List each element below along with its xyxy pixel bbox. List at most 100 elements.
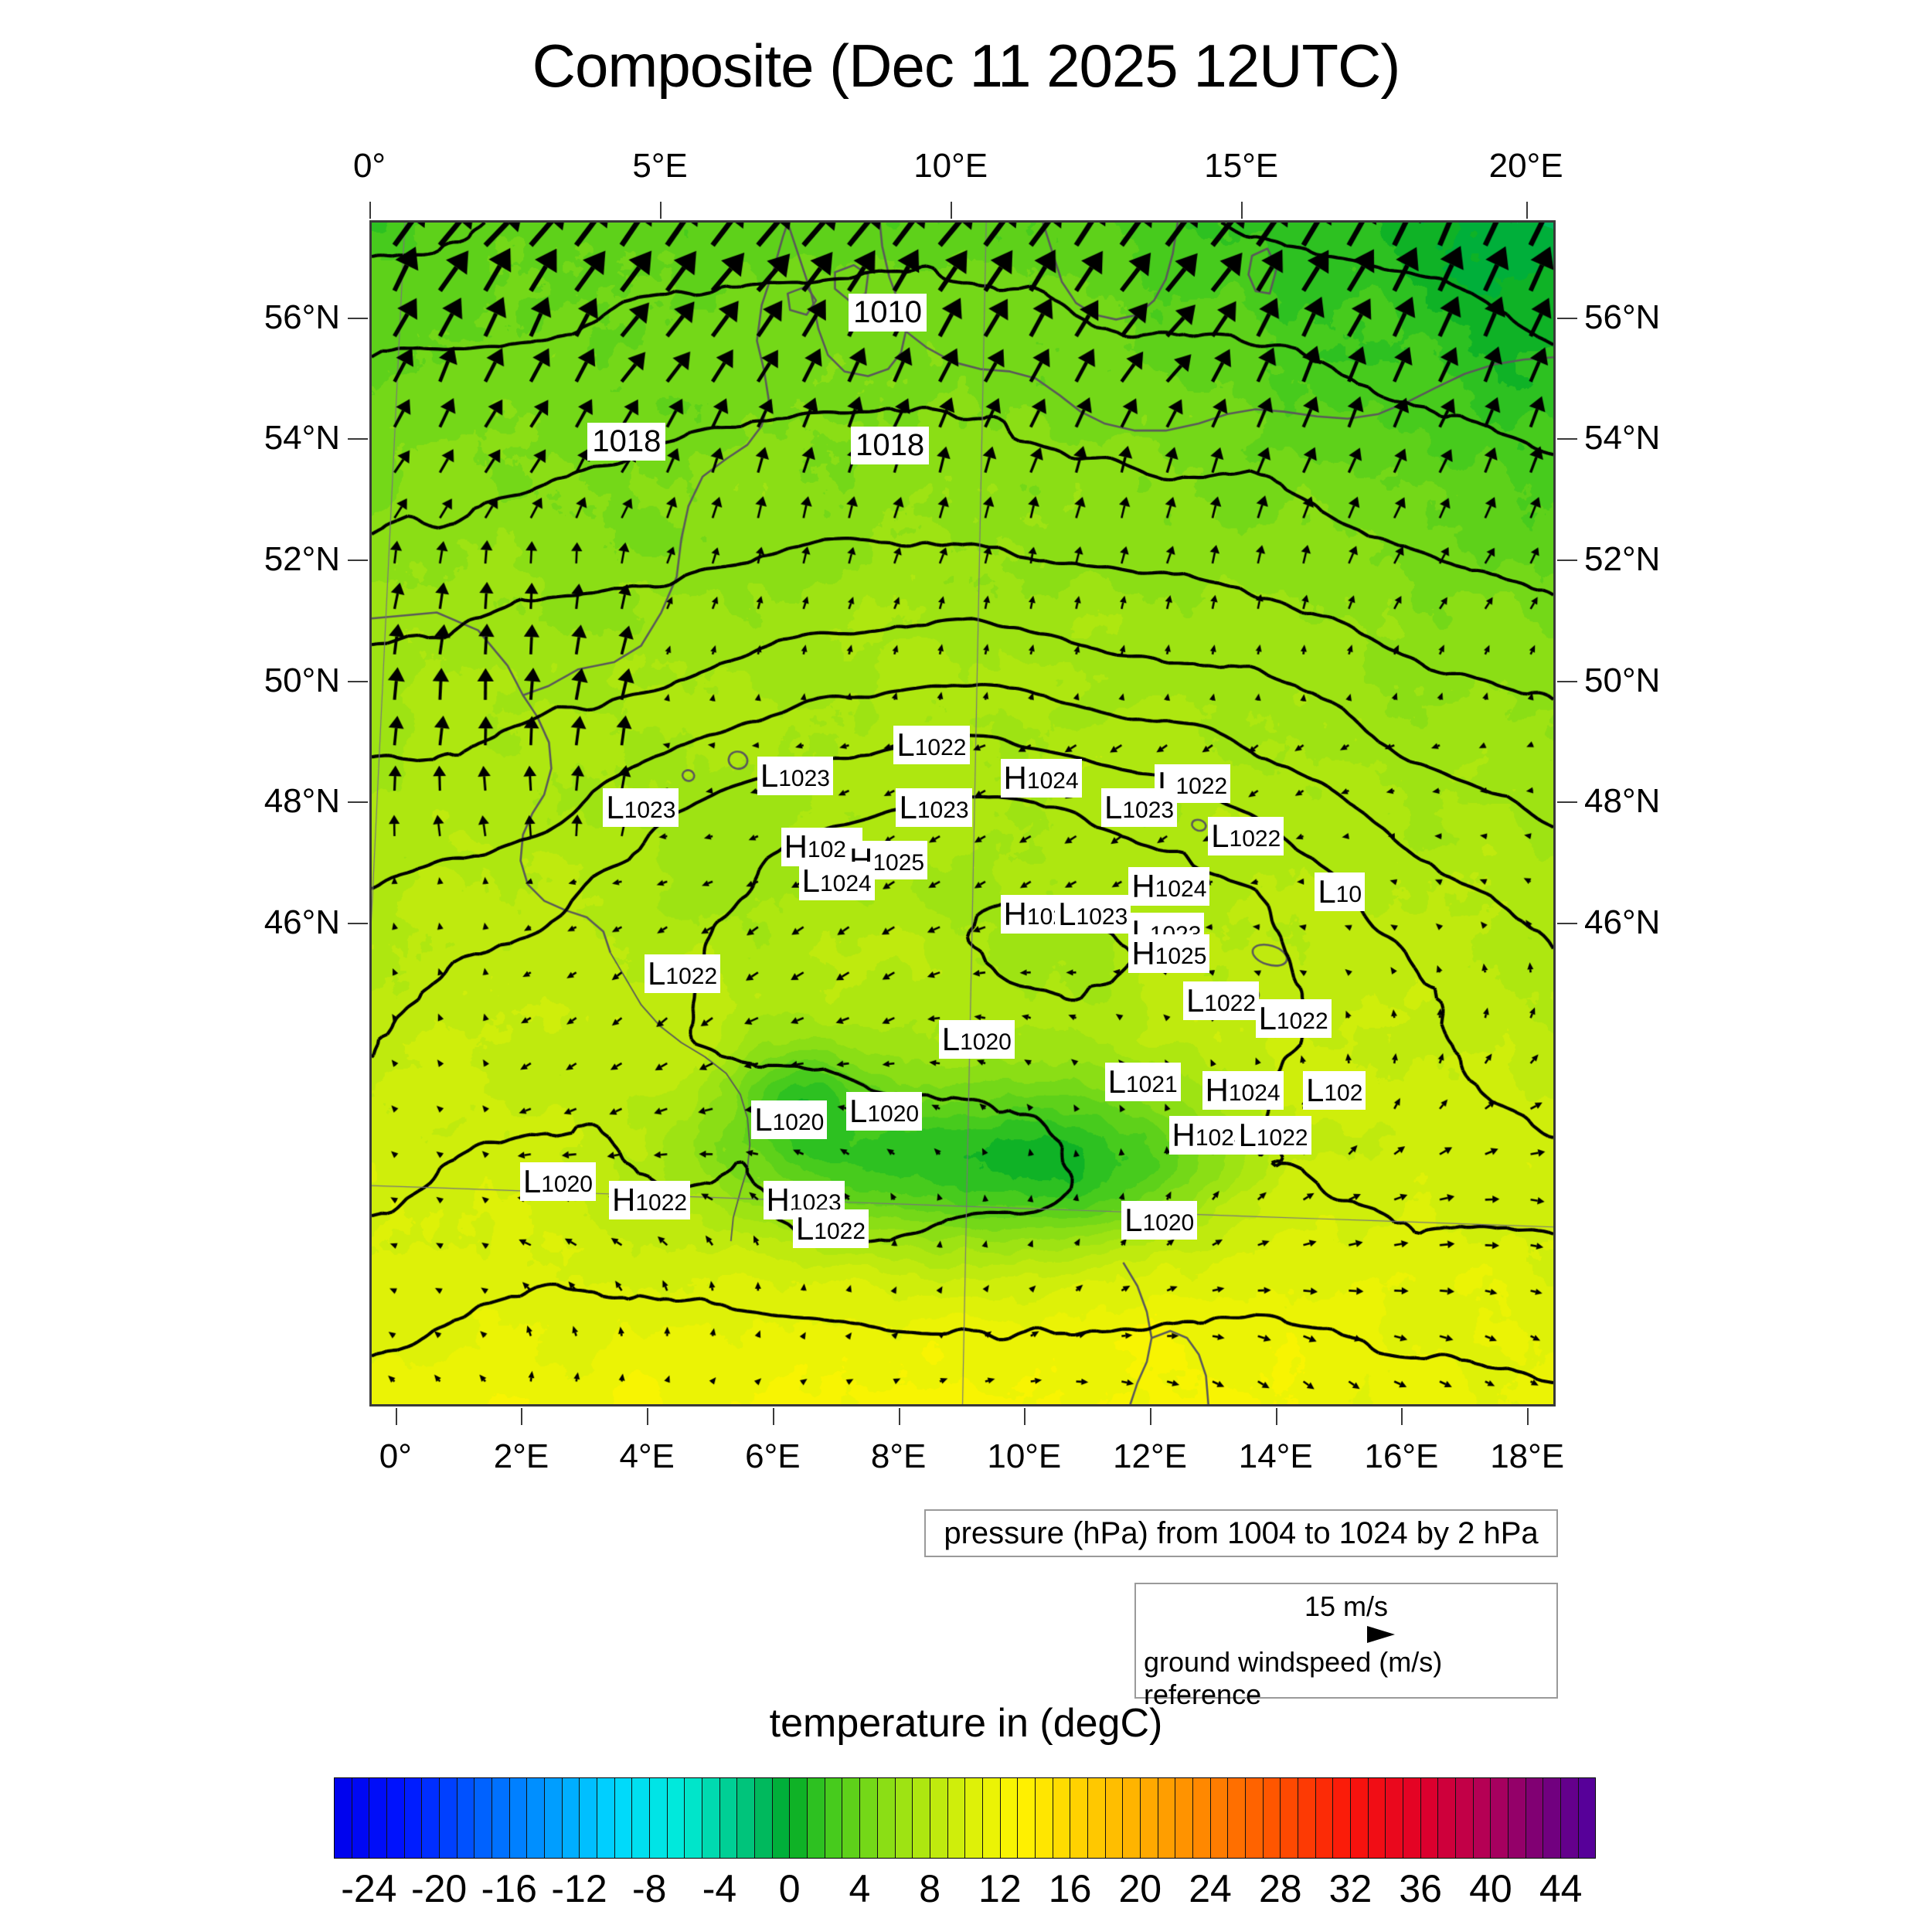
top-axis-tick-0: 0° xyxy=(352,147,386,185)
colorbar-swatch xyxy=(1192,1778,1211,1858)
right-tick-mark-1 xyxy=(1557,438,1577,440)
colorbar-swatch xyxy=(457,1778,475,1858)
colorbar-tick-labels: -24 -20 -16 -12 -8 -4 0 4 8 12 16 20 24 28 32 36 40 44 xyxy=(334,1866,1596,1920)
pressure-marker-l-1020: L1020 xyxy=(519,1162,596,1201)
right-axis-tick-2: 52°N xyxy=(1584,540,1661,578)
map-plot-area[interactable]: 1010 1018 1018 L1022 L1023 H1024 L1022 L1023 L10… xyxy=(369,220,1556,1406)
colorbar-swatch xyxy=(1420,1778,1439,1858)
colorbar-swatch xyxy=(614,1778,633,1858)
pressure-marker-type: H xyxy=(1131,935,1155,971)
pressure-marker-l-1020: L1020 xyxy=(846,1092,923,1131)
left-tick-mark-4 xyxy=(348,801,368,804)
colorbar-swatch xyxy=(440,1778,457,1858)
colorbar-swatch xyxy=(1123,1778,1141,1858)
colorbar-swatch xyxy=(719,1778,738,1858)
colorbar-tick-40: 40 xyxy=(1469,1867,1512,1910)
pressure-marker-type: L xyxy=(754,1100,773,1138)
pressure-marker-value: 1021 xyxy=(1125,1071,1178,1097)
left-tick-mark-2 xyxy=(348,560,368,561)
pressure-marker-type: L xyxy=(795,1210,815,1247)
colorbar-swatch xyxy=(527,1778,546,1858)
colorbar-tick--4: -4 xyxy=(702,1867,737,1910)
pressure-marker-type: L xyxy=(1318,873,1336,910)
pressure-marker-l-102: L102 xyxy=(1302,1070,1366,1110)
bottom-axis-tick-8: 16°E xyxy=(1364,1437,1439,1475)
colorbar-tick--24: -24 xyxy=(341,1867,397,1910)
isobar-label-1018: 1018 xyxy=(587,423,666,461)
pressure-marker-type: L xyxy=(1104,789,1123,826)
pressure-marker-l-1023: L1023 xyxy=(1055,895,1131,934)
wind-reference-legend: 15 m/s ground windspeed (m/s) reference xyxy=(1134,1583,1558,1710)
colorbar-swatch xyxy=(474,1778,493,1858)
bottom-tick-mark-7 xyxy=(1275,1408,1277,1425)
colorbar-swatch xyxy=(930,1778,948,1858)
colorbar-tick-32: 32 xyxy=(1328,1867,1372,1910)
isobar-label-1010: 1010 xyxy=(849,294,927,332)
colorbar-swatch xyxy=(1245,1778,1264,1858)
bottom-axis-tick-4: 8°E xyxy=(870,1437,927,1475)
bottom-axis-tick-6: 12°E xyxy=(1113,1437,1187,1475)
colorbar-swatch xyxy=(825,1778,843,1858)
left-axis-tick-3: 50°N xyxy=(264,661,340,699)
pressure-marker-l-1022: L1022 xyxy=(1235,1115,1311,1155)
pressure-marker-type: H xyxy=(766,1182,790,1219)
pressure-marker-h-1024: H1024 xyxy=(1128,866,1210,906)
pressure-marker-type: H xyxy=(1003,759,1027,796)
colorbar-tick-44: 44 xyxy=(1539,1867,1583,1910)
pressure-marker-l-1022: L1022 xyxy=(1155,764,1231,804)
pressure-marker-value: 1024 xyxy=(1228,1080,1281,1106)
pressure-marker-type: H xyxy=(784,828,808,865)
colorbar-swatch xyxy=(650,1778,668,1858)
colorbar-swatch xyxy=(982,1778,1001,1858)
colorbar-swatch xyxy=(1175,1778,1193,1858)
colorbar-swatch xyxy=(1526,1778,1544,1858)
colorbar-tick--20: -20 xyxy=(410,1867,468,1910)
colorbar-swatch xyxy=(1281,1778,1298,1858)
pressure-marker-value: 1023 xyxy=(1076,904,1128,930)
colorbar-swatch xyxy=(580,1778,598,1858)
colorbar-swatch xyxy=(895,1778,913,1858)
pressure-marker-type: L xyxy=(1238,1116,1257,1153)
top-tick-mark-0 xyxy=(369,202,371,219)
left-axis-tick-1: 54°N xyxy=(264,419,340,457)
top-axis-tick-3: 15°E xyxy=(1204,147,1279,185)
colorbar-tick-12: 12 xyxy=(978,1867,1022,1910)
pressure-marker-value: 1022 xyxy=(914,734,967,760)
colorbar-swatch xyxy=(597,1778,615,1858)
pressure-marker-type: L xyxy=(648,955,666,992)
colorbar-swatch xyxy=(1350,1778,1369,1858)
colorbar-swatch xyxy=(1263,1778,1281,1858)
colorbar-swatch xyxy=(790,1778,808,1858)
bottom-tick-mark-8 xyxy=(1401,1408,1403,1425)
pressure-marker-type: H xyxy=(612,1182,636,1219)
temperature-colorbar[interactable] xyxy=(334,1777,1596,1859)
pressure-marker-type: L xyxy=(1058,896,1077,933)
colorbar-swatch xyxy=(808,1778,825,1858)
colorbar-swatch xyxy=(1333,1778,1351,1858)
colorbar-swatch xyxy=(1158,1778,1176,1858)
pressure-marker-l-1022: L1022 xyxy=(645,954,721,994)
wind-reference-caption: ground windspeed (m/s) reference xyxy=(1144,1646,1443,1710)
pressure-marker-l-1023: L1023 xyxy=(896,788,972,828)
colorbar-swatch xyxy=(545,1778,563,1858)
left-tick-mark-1 xyxy=(348,438,368,440)
top-tick-mark-1 xyxy=(660,202,662,219)
pressure-marker-value: 1022 xyxy=(814,1219,866,1245)
colorbar-swatch xyxy=(509,1778,528,1858)
colorbar-tick-0: 0 xyxy=(778,1867,801,1910)
bottom-axis-tick-7: 14°E xyxy=(1238,1437,1313,1475)
pressure-marker-l-1023: L1023 xyxy=(757,756,833,795)
pressure-marker-type: L xyxy=(1185,982,1205,1019)
colorbar-swatch xyxy=(685,1778,703,1858)
top-tick-mark-2 xyxy=(951,202,953,219)
pressure-marker-type: H xyxy=(1131,867,1155,904)
colorbar-swatch xyxy=(369,1778,388,1858)
pressure-marker-l-1020: L1020 xyxy=(751,1100,828,1139)
pressure-marker-value: 102 xyxy=(1324,1080,1363,1106)
pressure-marker-type: L xyxy=(1258,1000,1277,1037)
pressure-marker-l-1022: L1022 xyxy=(1208,817,1284,856)
colorbar-swatch xyxy=(1228,1778,1246,1858)
bottom-tick-mark-0 xyxy=(395,1408,397,1425)
colorbar-swatch xyxy=(1386,1778,1403,1858)
